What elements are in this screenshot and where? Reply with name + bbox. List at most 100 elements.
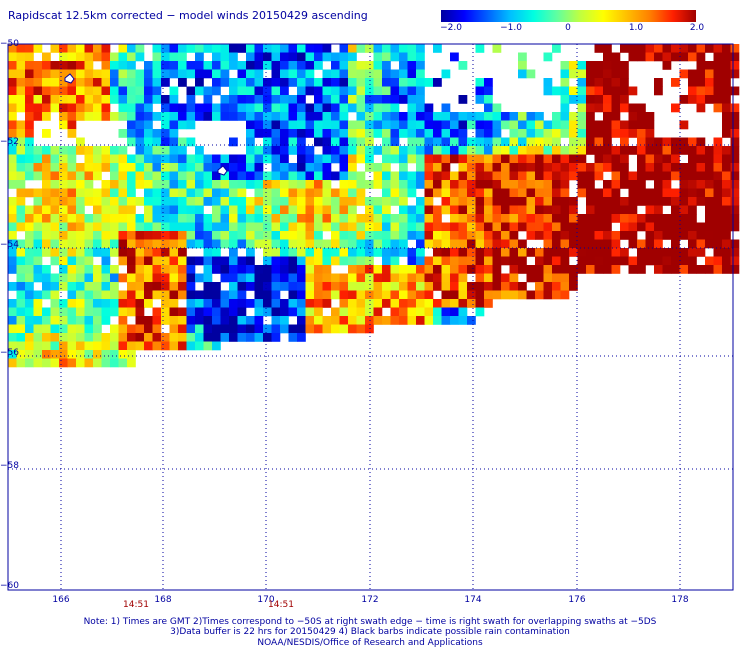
wind-cell-1575: [101, 231, 111, 240]
wind-cell-758: [696, 137, 706, 147]
wind-cell-2042: [203, 282, 213, 291]
wind-cell-545: [382, 112, 391, 121]
wind-cell-553: [450, 112, 459, 121]
wind-cell-813: [518, 146, 527, 155]
wind-cell-1239: [33, 197, 43, 206]
wind-cell-1954: [696, 265, 706, 274]
wind-cell-1145: [603, 180, 612, 189]
wind-cell-284: [339, 78, 349, 87]
wind-cell-1888: [76, 265, 85, 274]
wind-cell-1292: [501, 197, 510, 206]
wind-cell-1420: [212, 214, 221, 223]
wind-cell-2137: [501, 290, 510, 300]
wind-cell-463: [220, 103, 230, 113]
wind-cell-1356: [348, 205, 357, 215]
wind-cell-861: [203, 154, 213, 164]
wind-cell-1654: [76, 239, 85, 249]
wind-cell-1357: [365, 205, 374, 215]
wind-cell-1453: [501, 214, 510, 223]
wind-cell-786: [280, 146, 289, 155]
wind-cell-1300: [569, 197, 578, 206]
wind-cell-1041: [390, 171, 400, 181]
wind-cell-1302: [594, 197, 604, 206]
wind-cell-844: [50, 154, 60, 164]
wind-cell-1771: [441, 248, 451, 257]
wind-cell-1303: [603, 197, 612, 206]
wind-cell-1622: [509, 231, 519, 240]
wind-cell-2417: [25, 358, 34, 368]
wind-cell-118: [688, 52, 697, 62]
wind-cell-1985: [246, 273, 255, 283]
wind-cell-2408: [76, 350, 85, 359]
wind-cell-1332: [127, 205, 136, 215]
wind-cell-951: [288, 163, 298, 172]
wind-cell-913: [688, 154, 697, 164]
wind-cell-1599: [305, 231, 315, 240]
wind-cell-433: [620, 95, 629, 104]
wind-cell-2014: [501, 273, 510, 283]
wind-cell-1780: [518, 248, 527, 257]
wind-cell-1611: [416, 231, 425, 240]
wind-cell-1964: [59, 273, 68, 283]
wind-cell-768: [67, 146, 77, 155]
wind-cell-234: [569, 69, 578, 79]
wind-cell-659: [314, 129, 323, 138]
wind-cell-2341: [8, 333, 17, 342]
wind-cell-2406: [59, 350, 68, 359]
wind-cell-1057: [526, 171, 536, 181]
wind-cell-1831: [271, 256, 281, 266]
wind-cell-315: [25, 86, 34, 96]
wind-cell-963: [424, 163, 434, 172]
wind-cell-330: [152, 86, 162, 96]
wind-cell-128: [50, 61, 60, 70]
wind-cell-1598: [297, 231, 306, 240]
wind-cell-1940: [560, 265, 570, 274]
wind-cell-1998: [356, 273, 366, 283]
wind-cell-513: [101, 112, 111, 121]
wind-cell-324: [101, 86, 111, 96]
wind-cell-110: [611, 52, 621, 62]
wind-cell-1623: [526, 231, 536, 240]
wind-cell-1086: [67, 180, 77, 189]
wind-cell-976: [543, 163, 553, 172]
wind-cell-94: [305, 52, 315, 62]
wind-cell-1170: [110, 188, 119, 198]
wind-cell-1039: [373, 171, 383, 181]
wind-cell-106: [450, 52, 459, 62]
wind-cell-160: [348, 61, 357, 70]
wind-cell-286: [356, 78, 366, 87]
wind-cell-380: [25, 95, 34, 104]
wind-cell-2041: [186, 282, 196, 291]
wind-cell-2135: [484, 290, 493, 300]
wind-cell-1580: [144, 231, 153, 240]
wind-cell-2360: [169, 333, 179, 342]
wind-cell-174: [594, 61, 604, 70]
wind-cell-1555: [654, 222, 663, 232]
lon-label-172: 172: [361, 595, 379, 605]
wind-cell-2340: [365, 324, 374, 334]
wind-cell-200: [144, 69, 153, 79]
wind-cell-1444: [416, 214, 425, 223]
wind-cell-2165: [203, 299, 213, 308]
wind-cell-2006: [424, 273, 434, 283]
wind-cell-1121: [382, 180, 391, 189]
wind-cell-1901: [203, 265, 213, 274]
wind-cell-1063: [577, 171, 587, 181]
wind-cell-428: [577, 95, 587, 104]
wind-cell-1825: [212, 256, 221, 266]
wind-cell-2262: [135, 316, 145, 325]
wind-cell-2106: [212, 290, 221, 300]
wind-cell-499: [671, 103, 680, 113]
wind-cell-714: [271, 137, 281, 147]
wind-cell-2318: [178, 324, 187, 334]
wind-cell-1100: [195, 180, 204, 189]
wind-cell-1706: [543, 239, 553, 249]
wind-cell-491: [577, 103, 587, 113]
wind-cell-772: [101, 146, 111, 155]
wind-cell-2217: [178, 307, 187, 317]
wind-cell-332: [186, 86, 196, 96]
wind-cell-1047: [441, 171, 451, 181]
wind-cell-1364: [433, 205, 442, 215]
wind-cell-2319: [186, 324, 196, 334]
wind-cell-1035: [331, 171, 340, 181]
